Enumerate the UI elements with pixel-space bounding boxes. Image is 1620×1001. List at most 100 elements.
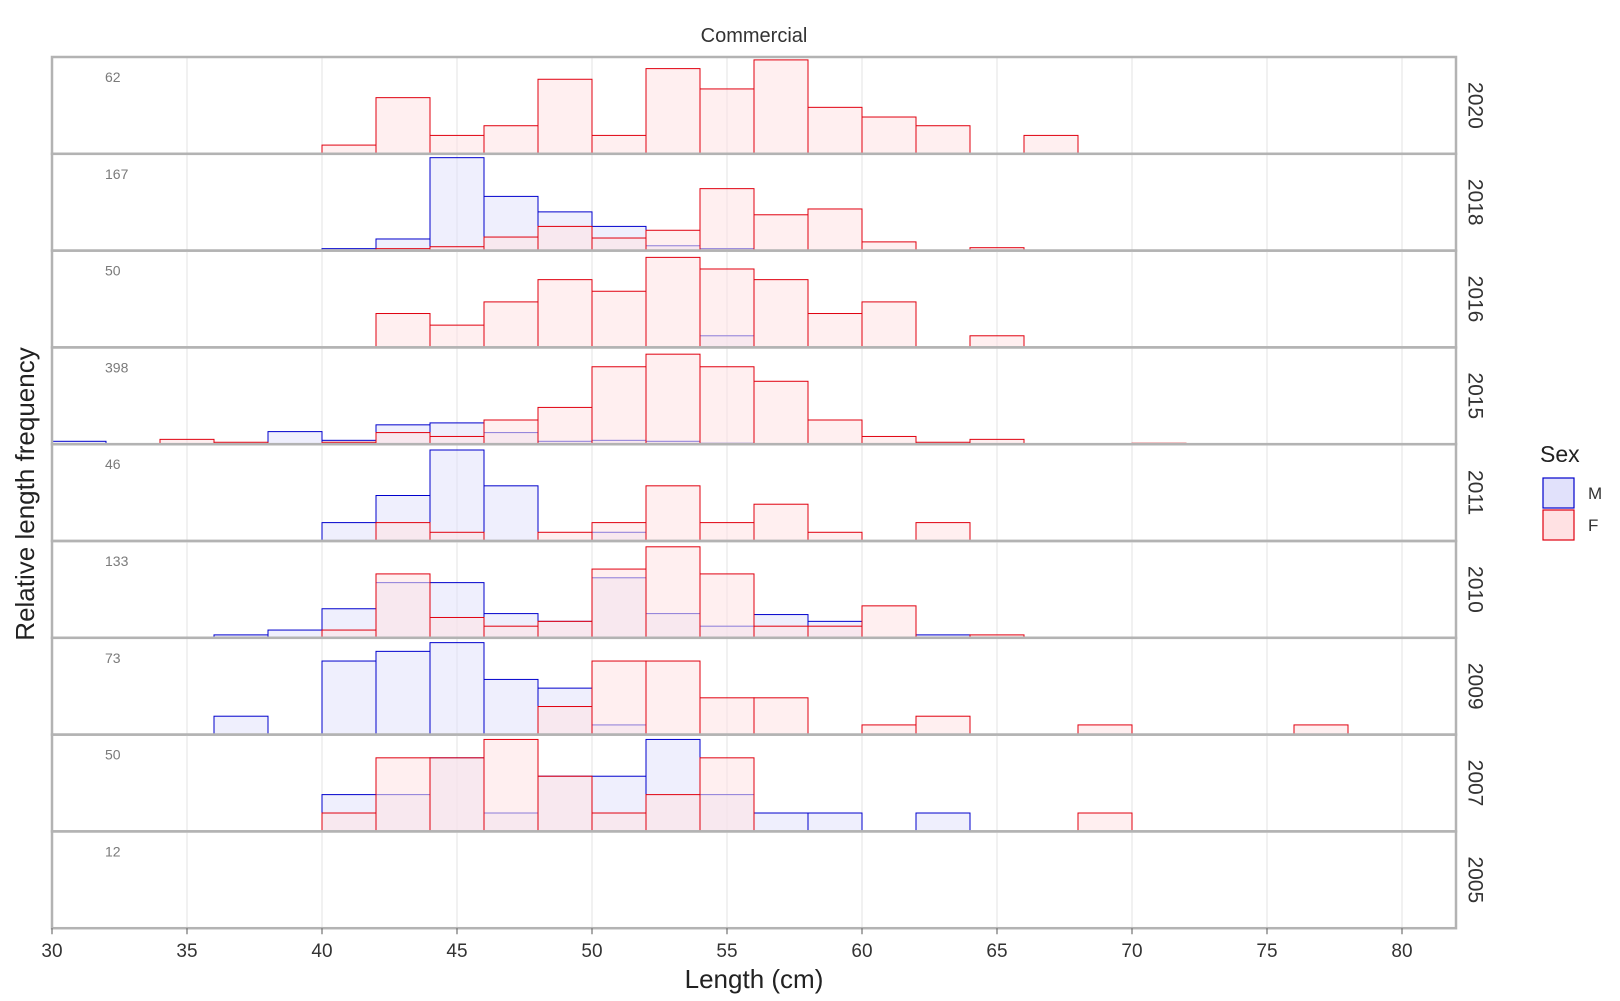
panel-frame bbox=[50, 830, 1458, 930]
bar-f-2007-48 bbox=[537, 775, 593, 832]
bar-m-2007-62 bbox=[915, 812, 971, 832]
legend-key-f bbox=[1542, 509, 1575, 541]
x-tick-label: 75 bbox=[1256, 941, 1277, 962]
bar-f-2020-46 bbox=[483, 125, 539, 155]
legend-title: Sex bbox=[1540, 441, 1580, 467]
bar-f-2007-54 bbox=[699, 757, 755, 832]
panel-2005: 12 2005 bbox=[50, 830, 1487, 930]
x-tick-label: 80 bbox=[1391, 941, 1412, 962]
x-tick-label: 35 bbox=[176, 941, 197, 962]
bar-m-2007-58 bbox=[807, 812, 863, 832]
bar-f-2018-46 bbox=[483, 236, 539, 252]
strip-label-2007: 2007 bbox=[1464, 760, 1487, 807]
bar-f-2020-58 bbox=[807, 106, 863, 155]
strip-label-2015: 2015 bbox=[1464, 372, 1487, 419]
bar-f-2018-48 bbox=[537, 225, 593, 252]
bar-m-2011-44 bbox=[429, 449, 485, 542]
bar-f-2015-50 bbox=[591, 366, 647, 445]
bar-f-2016-46 bbox=[483, 301, 539, 348]
plot-title: Commercial bbox=[701, 25, 808, 47]
bar-f-2010-60 bbox=[861, 605, 917, 639]
sample-count-2011: 46 bbox=[105, 456, 121, 472]
panel-2009: 73 2009 bbox=[50, 636, 1487, 736]
bar-f-2007-68 bbox=[1077, 812, 1133, 832]
bar-m-2011-40 bbox=[321, 522, 377, 542]
y-axis-title: Relative length frequency bbox=[10, 347, 40, 640]
bar-f-2010-54 bbox=[699, 573, 755, 639]
bar-f-2020-44 bbox=[429, 134, 485, 155]
bar-m-2015-38 bbox=[267, 431, 323, 445]
bar-f-2015-54 bbox=[699, 366, 755, 445]
bar-f-2011-42 bbox=[375, 522, 431, 542]
bar-f-2009-60 bbox=[861, 724, 917, 736]
bar-f-2016-64 bbox=[969, 335, 1025, 348]
bar-f-2011-56 bbox=[753, 503, 809, 542]
bar-f-2015-56 bbox=[753, 380, 809, 445]
sample-count-2016: 50 bbox=[105, 263, 121, 279]
bar-f-2020-50 bbox=[591, 134, 647, 155]
panel-2020: 62 2020 bbox=[50, 55, 1487, 156]
legend-label-f: F bbox=[1588, 516, 1598, 535]
bar-f-2009-56 bbox=[753, 697, 809, 736]
legend: Sex MF bbox=[1540, 441, 1602, 541]
bar-f-2020-54 bbox=[699, 88, 755, 155]
bar-f-2010-56 bbox=[753, 625, 809, 639]
bar-f-2007-42 bbox=[375, 757, 431, 832]
strip-label-2020: 2020 bbox=[1464, 82, 1487, 129]
strip-label-2010: 2010 bbox=[1464, 566, 1487, 613]
x-tick-label: 60 bbox=[851, 941, 872, 962]
strip-label-2009: 2009 bbox=[1464, 663, 1487, 710]
bar-f-2016-60 bbox=[861, 301, 917, 348]
x-tick-label: 40 bbox=[311, 941, 332, 962]
sample-count-2010: 133 bbox=[105, 553, 129, 569]
bar-f-2018-60 bbox=[861, 241, 917, 252]
strip-label-2016: 2016 bbox=[1464, 276, 1487, 323]
legend-label-m: M bbox=[1588, 484, 1602, 503]
bar-m-2009-42 bbox=[375, 650, 431, 736]
bar-f-2009-68 bbox=[1077, 724, 1133, 736]
strip-label-2018: 2018 bbox=[1464, 179, 1487, 226]
bar-f-2010-50 bbox=[591, 568, 647, 639]
x-axis-title: Length (cm) bbox=[685, 964, 824, 994]
bar-f-2010-48 bbox=[537, 620, 593, 639]
bar-f-2020-40 bbox=[321, 144, 377, 155]
bar-f-2018-56 bbox=[753, 214, 809, 252]
sample-count-2015: 398 bbox=[105, 359, 129, 375]
bar-m-2009-36 bbox=[213, 715, 269, 736]
panel-2015: 398 2015 bbox=[50, 346, 1487, 446]
x-tick-label: 45 bbox=[446, 941, 467, 962]
bar-f-2018-50 bbox=[591, 237, 647, 252]
x-tick-label: 55 bbox=[716, 941, 737, 962]
bar-f-2020-62 bbox=[915, 125, 971, 155]
bar-f-2007-44 bbox=[429, 757, 485, 832]
bar-f-2010-52 bbox=[645, 546, 701, 639]
bar-f-2018-58 bbox=[807, 208, 863, 252]
bar-f-2018-54 bbox=[699, 188, 755, 252]
bar-f-2009-62 bbox=[915, 715, 971, 736]
bar-f-2011-58 bbox=[807, 531, 863, 542]
bar-f-2009-54 bbox=[699, 697, 755, 736]
bar-f-2010-44 bbox=[429, 616, 485, 639]
bar-f-2020-52 bbox=[645, 68, 701, 155]
bar-f-2020-42 bbox=[375, 97, 431, 155]
bar-f-2015-52 bbox=[645, 353, 701, 445]
panel-2010: 133 2010 bbox=[50, 539, 1487, 640]
sample-count-2005: 12 bbox=[105, 843, 121, 859]
bar-f-2007-50 bbox=[591, 812, 647, 832]
bar-f-2009-48 bbox=[537, 706, 593, 736]
bar-f-2020-60 bbox=[861, 116, 917, 155]
bar-f-2010-42 bbox=[375, 573, 431, 639]
bar-f-2007-40 bbox=[321, 812, 377, 832]
panels: 62 2020 167 2018 50 2016 398 2015 46 2011 133 2010 7… bbox=[50, 55, 1487, 930]
bar-f-2020-66 bbox=[1023, 134, 1079, 155]
sample-count-2009: 73 bbox=[105, 650, 121, 666]
bar-m-2018-44 bbox=[429, 157, 485, 252]
bar-f-2007-52 bbox=[645, 794, 701, 832]
bar-f-2009-52 bbox=[645, 660, 701, 736]
bar-m-2009-44 bbox=[429, 642, 485, 736]
bar-f-2016-50 bbox=[591, 290, 647, 348]
bar-f-2011-52 bbox=[645, 485, 701, 542]
panel-2016: 50 2016 bbox=[50, 249, 1487, 349]
bar-f-2015-42 bbox=[375, 432, 431, 445]
